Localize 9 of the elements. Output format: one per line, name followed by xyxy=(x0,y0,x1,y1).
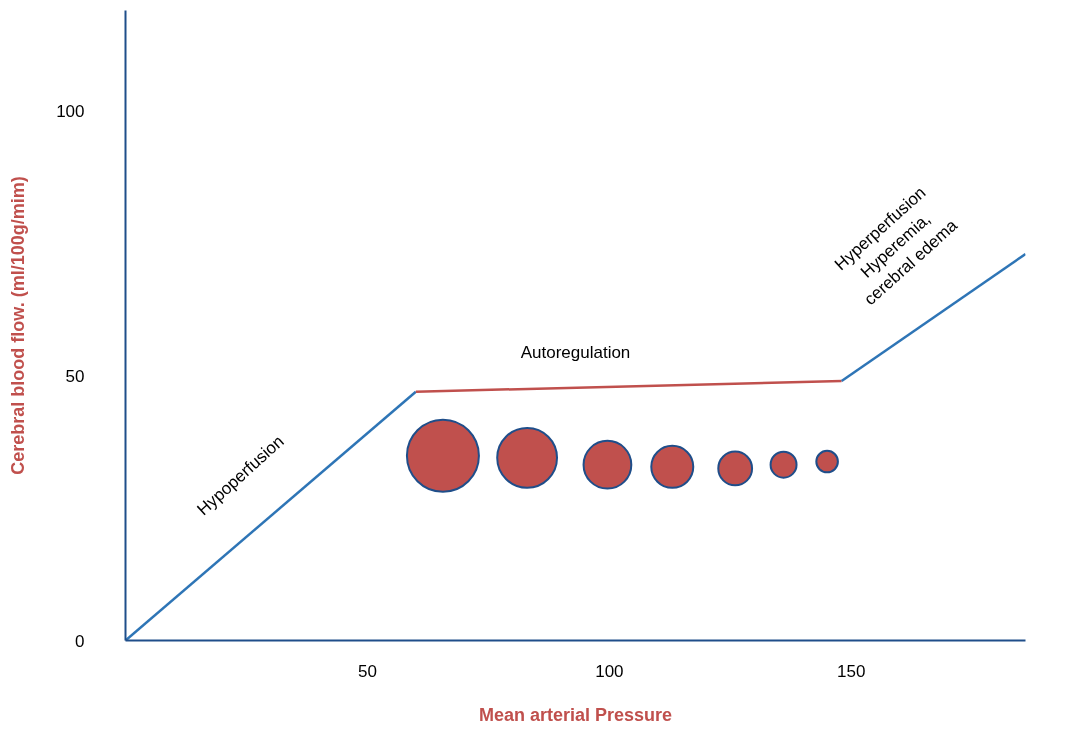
y-tick-label: 100 xyxy=(56,102,85,122)
x-tick-label: 100 xyxy=(595,661,624,681)
y-tick-label: 0 xyxy=(75,631,85,651)
annotation: Autoregulation xyxy=(520,343,631,362)
x-axis-title: Mean arterial Pressure xyxy=(478,704,673,725)
x-tick-label: 150 xyxy=(837,661,866,681)
y-axis-title: Cerebral blood flow. (ml/100g/mim) xyxy=(8,176,29,475)
y-tick-label: 50 xyxy=(65,366,85,386)
x-tick-label: 50 xyxy=(357,661,377,681)
